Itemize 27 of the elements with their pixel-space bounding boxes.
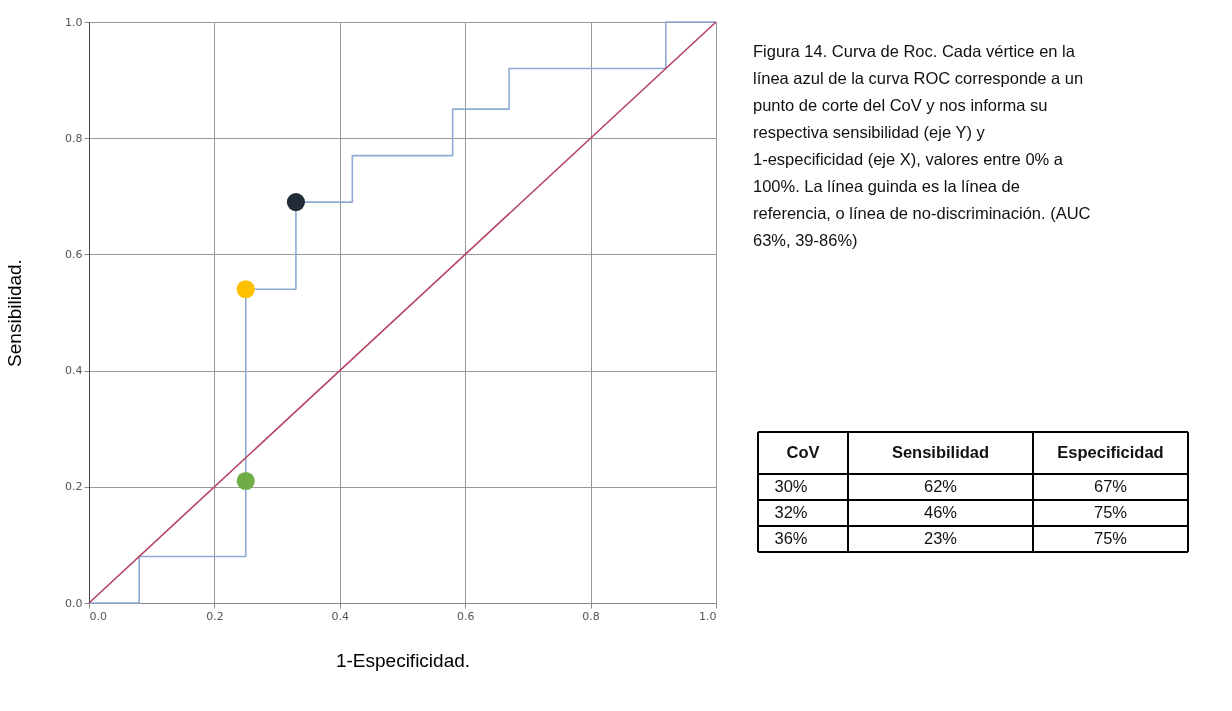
y-tick-label: 0.0	[65, 596, 83, 610]
text: Figura 14. Curva de Roc. Cada vértice en la línea azul de la curva ROC corresponde a un punto de corte del CoV y nos informa su respectiva sensibilidad (eje Y) y 1-especificidad (eje X), valores entre 0% a 100%. La línea guinda es la línea de referencia, o línea de no-discriminación. (AUC 63%, 39-86%)	[753, 42, 1091, 249]
text: 46%	[923, 503, 958, 521]
x-tick-label: 0.6	[456, 609, 475, 623]
text: 75%	[1093, 529, 1128, 547]
y-tick-label: 0.2	[65, 480, 83, 494]
y-axis-title: Sensibilidad.	[4, 259, 26, 367]
x-tick-label: 0.4	[331, 609, 350, 623]
x-tick-label: 1.0	[699, 609, 717, 623]
text: 32%	[774, 503, 808, 521]
x-tick-label: 0.0	[89, 609, 107, 623]
text: Sensibilidad	[891, 443, 990, 461]
text: CoV	[786, 443, 820, 461]
text: 36%	[774, 529, 808, 547]
y-tick-label: 1.0	[65, 15, 83, 29]
text: 23%	[923, 529, 958, 547]
text: 30%	[774, 477, 808, 495]
x-axis-title: 1-Especificidad.	[335, 649, 471, 671]
y-tick-label: 0.8	[65, 131, 83, 145]
text: Especificidad	[1057, 443, 1164, 461]
y-tick-label: 0.6	[65, 247, 83, 261]
x-tick-label: 0.2	[206, 609, 224, 623]
text: 62%	[923, 477, 958, 495]
text: 75%	[1093, 503, 1128, 521]
x-tick-label: 0.8	[582, 609, 600, 623]
text: 67%	[1093, 477, 1128, 495]
y-tick-label: 0.4	[65, 364, 83, 378]
